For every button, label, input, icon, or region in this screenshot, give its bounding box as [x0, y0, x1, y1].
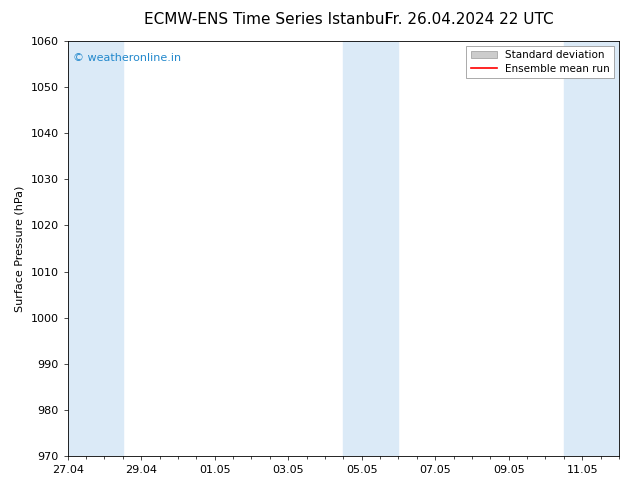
Bar	[68, 41, 123, 456]
Bar	[344, 41, 399, 456]
Y-axis label: Surface Pressure (hPa): Surface Pressure (hPa)	[15, 185, 25, 312]
Text: Fr. 26.04.2024 22 UTC: Fr. 26.04.2024 22 UTC	[385, 12, 553, 27]
Text: © weatheronline.in: © weatheronline.in	[73, 53, 181, 64]
Bar	[564, 41, 619, 456]
Text: ECMW-ENS Time Series Istanbul: ECMW-ENS Time Series Istanbul	[144, 12, 389, 27]
Legend: Standard deviation, Ensemble mean run: Standard deviation, Ensemble mean run	[467, 46, 614, 78]
